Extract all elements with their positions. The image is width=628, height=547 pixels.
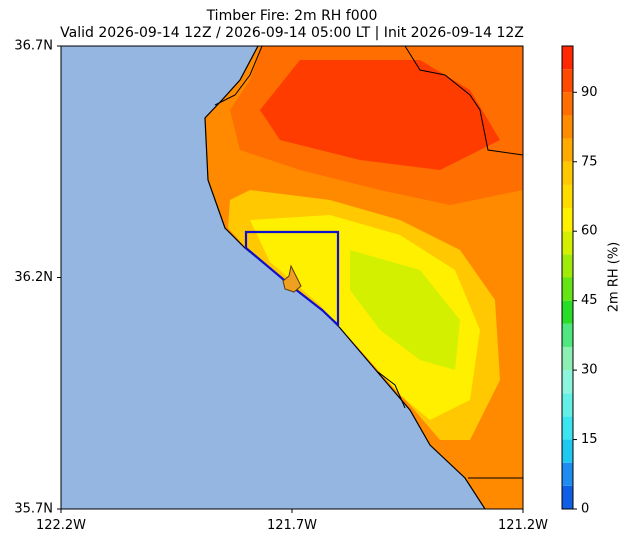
colorbar-tick-label: 75 <box>581 154 598 169</box>
colorbar-band <box>562 46 573 70</box>
colorbar-band <box>562 462 573 486</box>
colorbar-band <box>562 184 573 209</box>
colorbar-band <box>562 485 573 509</box>
colorbar-band <box>562 393 573 417</box>
colorbar-band <box>562 208 573 232</box>
y-tick-label: 36.2N <box>14 270 53 285</box>
x-tick-label: 121.7W <box>267 518 317 533</box>
colorbar-tick-label: 60 <box>581 224 598 239</box>
colorbar: 0 15 30 45 60 75 90 <box>561 45 598 517</box>
colorbar-tick-label: 15 <box>581 432 598 447</box>
rh-region <box>260 60 500 170</box>
colorbar-tick-label: 90 <box>581 85 598 100</box>
colorbar-band <box>562 277 573 301</box>
colorbar-band <box>562 323 573 347</box>
colorbar-band <box>562 439 573 463</box>
x-tick-label: 121.2W <box>498 518 548 533</box>
map <box>60 45 524 510</box>
colorbar-frame <box>561 45 574 510</box>
colorbar-tick-label: 30 <box>581 363 598 378</box>
colorbar-band <box>562 69 573 93</box>
colorbar-band <box>562 300 573 324</box>
colorbar-band <box>562 138 573 162</box>
rh-region <box>350 250 460 370</box>
y-tick-label: 36.7N <box>14 39 53 54</box>
subtitle: Valid 2026-09-14 12Z / 2026-09-14 05:00 … <box>60 25 524 41</box>
rh-region <box>250 215 480 420</box>
colorbar-band <box>562 416 573 440</box>
colorbar-label: 2m RH (%) <box>607 242 622 313</box>
colorbar-band <box>562 370 573 394</box>
colorbar-band <box>562 161 573 185</box>
colorbar-band <box>562 92 573 116</box>
boundary <box>214 45 524 479</box>
colorbar-band <box>562 254 573 278</box>
y-tick-label: 35.7N <box>14 502 53 517</box>
colorbar-tick-label: 45 <box>581 293 598 308</box>
colorbar-band <box>562 231 573 255</box>
colorbar-band <box>562 115 573 139</box>
fire-icon <box>282 264 302 293</box>
colorbar-tick-label: 0 <box>581 502 589 517</box>
x-tick-label: 122.2W <box>36 518 86 533</box>
title: Timber Fire: 2m RH f000 <box>206 8 378 24</box>
colorbar-band <box>562 346 573 371</box>
